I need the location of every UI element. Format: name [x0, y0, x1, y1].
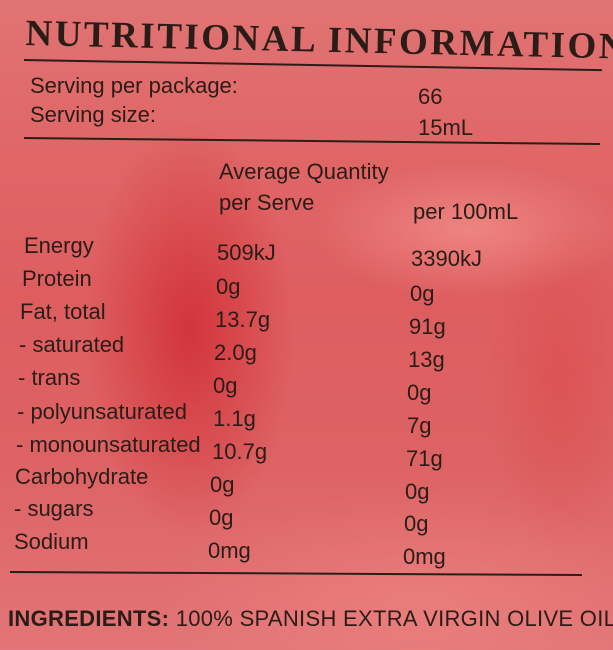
per-serve-header-line2: per Serve — [219, 190, 315, 215]
table-row-nutrient: Protein — [22, 266, 92, 291]
ingredients-label: INGREDIENTS: — [8, 606, 170, 631]
servings-divider — [23, 137, 600, 146]
table-row-per-serve: 2.0g — [214, 340, 257, 365]
servings-per-package-value: 66 — [418, 84, 443, 109]
ingredients-text: 100% SPANISH EXTRA VIRGIN OLIVE OIL — [175, 606, 613, 631]
table-row-per-100ml: 0mg — [403, 544, 446, 569]
table-row-nutrient: - sugars — [14, 496, 94, 521]
ingredients-line: INGREDIENTS: 100% SPANISH EXTRA VIRGIN O… — [8, 606, 613, 632]
table-row-per-serve: 0g — [210, 472, 235, 497]
table-row-per-serve: 10.7g — [212, 439, 268, 464]
servings-per-package-label: Serving per package: — [30, 73, 238, 98]
table-row-nutrient: - saturated — [19, 332, 125, 357]
table-row-nutrient: Energy — [24, 233, 94, 258]
table-row-per-serve: 0g — [209, 505, 234, 530]
table-row-per-100ml: 91g — [409, 314, 446, 339]
table-row-per-100ml: 71g — [406, 446, 443, 471]
table-row-nutrient: - trans — [18, 365, 81, 390]
table-bottom-divider — [9, 571, 582, 576]
table-row-nutrient: - polyunsaturated — [17, 399, 187, 424]
table-row-per-serve: 0mg — [208, 538, 251, 563]
table-row-per-100ml: 0g — [407, 380, 432, 405]
table-row-nutrient: Fat, total — [20, 299, 106, 324]
table-row-per-100ml: 0g — [404, 511, 429, 536]
table-row-per-100ml: 13g — [408, 347, 445, 372]
serving-size-label: Serving size: — [30, 102, 156, 127]
table-row-per-serve: 509kJ — [217, 240, 276, 265]
table-row-per-100ml: 0g — [410, 281, 435, 306]
table-row-nutrient: Sodium — [14, 529, 89, 554]
table-row-nutrient: Carbohydrate — [15, 464, 149, 489]
per-serve-header-line1: Average Quantity — [219, 159, 389, 184]
table-row-per-100ml: 0g — [405, 479, 430, 504]
table-row-per-serve: 1.1g — [213, 406, 256, 431]
table-row-per-100ml: 7g — [407, 413, 432, 438]
table-row-nutrient: - monounsaturated — [16, 432, 201, 457]
table-row-per-serve: 13.7g — [215, 307, 271, 332]
table-row-per-serve: 0g — [213, 373, 238, 398]
table-row-per-serve: 0g — [216, 274, 241, 299]
table-row-per-100ml: 3390kJ — [411, 246, 482, 271]
per-100ml-header: per 100mL — [413, 199, 519, 224]
serving-size-value: 15mL — [418, 115, 474, 140]
